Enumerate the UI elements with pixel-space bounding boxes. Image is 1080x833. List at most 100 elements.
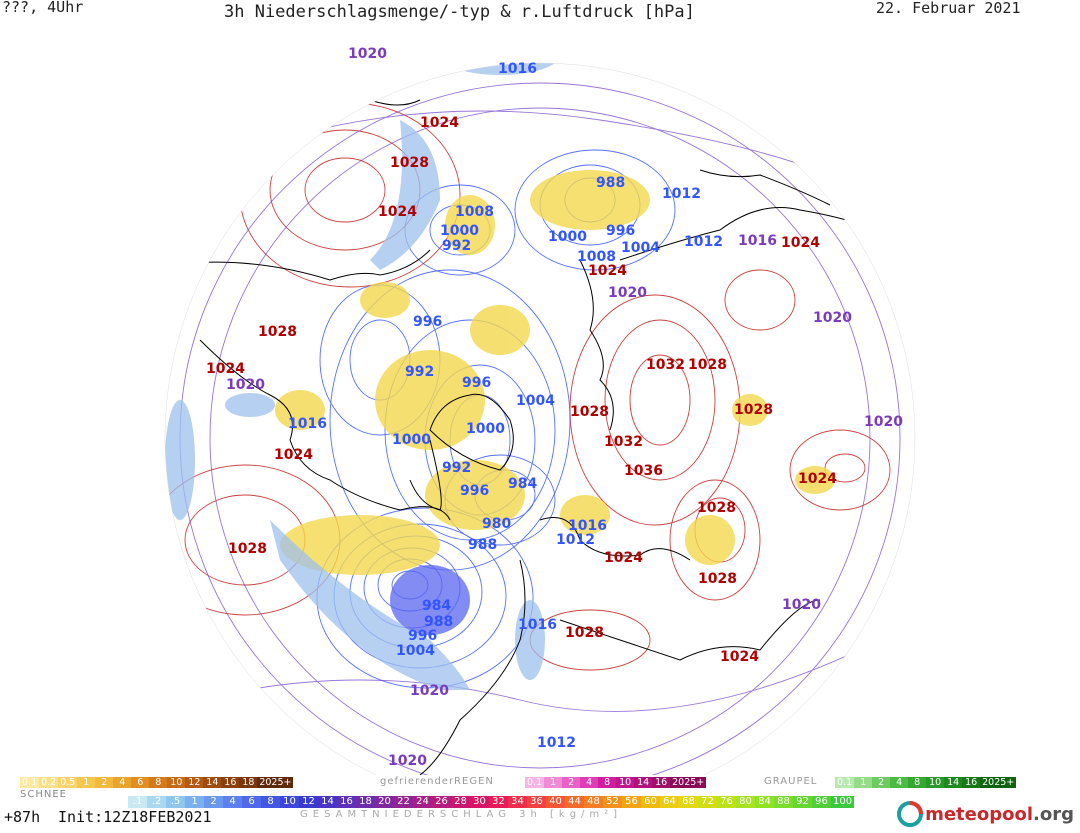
- isobar-label: 1012: [556, 532, 595, 548]
- legend-swatch: 100: [831, 796, 855, 808]
- forecast-step: +87h: [4, 808, 41, 826]
- isobar-label: 1028: [734, 402, 773, 418]
- legend-swatch: 2: [562, 777, 581, 788]
- isobar-label: 1028: [698, 571, 737, 587]
- isobar-label: 1020: [348, 46, 387, 62]
- legend-swatch: 32: [489, 796, 508, 808]
- isobar-label: 980: [482, 516, 511, 532]
- isobar-label: 1020: [388, 753, 427, 769]
- isobar-label: 996: [408, 628, 437, 644]
- legend-swatch: 18: [356, 796, 375, 808]
- legend-swatch: 52: [603, 796, 622, 808]
- isobar-label: 1008: [455, 204, 494, 220]
- map-date: 22. Februar 2021: [876, 0, 1021, 17]
- legend-swatch: 76: [717, 796, 736, 808]
- snow-legend-title: SCHNEE: [20, 789, 67, 800]
- isobar-label: 1032: [604, 434, 643, 450]
- legend-swatch: 6: [131, 777, 150, 788]
- legend-swatch: 84: [755, 796, 774, 808]
- isobar-label: 1000: [466, 421, 505, 437]
- isobar-label: 1028: [258, 324, 297, 340]
- legend-swatch: 10: [167, 777, 186, 788]
- legend-swatch: 0.5: [58, 777, 78, 788]
- legend-swatch: 64: [660, 796, 679, 808]
- legend-swatch: 8: [261, 796, 280, 808]
- isobar-label: 1028: [390, 155, 429, 171]
- legend-swatch: 16: [962, 777, 981, 788]
- legend-swatch: 0.1: [835, 777, 855, 788]
- isobar-label: 992: [405, 364, 434, 380]
- isobar-label: 1024: [378, 204, 417, 220]
- legend-swatch: 10: [280, 796, 299, 808]
- isobar-label: 988: [596, 175, 625, 191]
- freezing-rain-legend: 0.1 1 2 4 8 10 14 16 2025+: [525, 777, 707, 788]
- legend-swatch: 4: [113, 777, 132, 788]
- legend-swatch: 28: [451, 796, 470, 808]
- isobar-label: 1004: [516, 393, 555, 409]
- legend-swatch: 40: [546, 796, 565, 808]
- legend-swatch: 14: [944, 777, 963, 788]
- legend-swatch: 30: [470, 796, 489, 808]
- legend-swatch: 2: [872, 777, 891, 788]
- legend-swatch: 10: [926, 777, 945, 788]
- legend-swatch: 1: [544, 777, 563, 788]
- isobar-label: 1016: [568, 518, 607, 534]
- legend-swatch: 12: [299, 796, 318, 808]
- legend-swatch: .2: [147, 796, 166, 808]
- legend-swatch: 8: [149, 777, 168, 788]
- legend-swatch: 14: [203, 777, 222, 788]
- legend-swatch: 8: [908, 777, 927, 788]
- run-time-label: ???, 4Uhr: [2, 0, 84, 16]
- legend-swatch: 16: [337, 796, 356, 808]
- isobar-label: 1012: [684, 234, 723, 250]
- isobar-label: 984: [508, 476, 537, 492]
- polar-map: 1020 1016 1024 1028 1024 1008 1000 992 988 1012 99…: [164, 46, 916, 775]
- legend-swatch: 44: [565, 796, 584, 808]
- isobar-label: 1004: [396, 643, 435, 659]
- isobar-label: 1024: [420, 115, 459, 131]
- legend-swatch: 4: [580, 777, 599, 788]
- total-precip-legend: .1.2.5 1 2 4 6 8 10 12 14 16 18 20 22 24 26 28 30 32 34 36 4…: [128, 796, 855, 808]
- isobar-label: 1028: [688, 357, 727, 373]
- isobar-label: 1020: [608, 285, 647, 301]
- isobar-label: 1016: [498, 61, 537, 77]
- legend-swatch: 72: [698, 796, 717, 808]
- legend-swatch: 18: [239, 777, 258, 788]
- legend-swatch: 16: [221, 777, 240, 788]
- isobar-label: 1028: [228, 541, 267, 557]
- legend-swatch: 4: [890, 777, 909, 788]
- isobar-label: 1016: [518, 617, 557, 633]
- legend-swatch: 24: [413, 796, 432, 808]
- isobar-label: 1028: [570, 404, 609, 420]
- brand-name: meteopool: [925, 803, 1034, 825]
- isobar-label: 1028: [697, 500, 736, 516]
- brand-tld: .org: [1033, 803, 1074, 825]
- legend-swatch: 8: [598, 777, 617, 788]
- legend-swatch: 96: [812, 796, 831, 808]
- legend-swatch: 14: [634, 777, 653, 788]
- legend-swatch: 36: [527, 796, 546, 808]
- legend-swatch: 2025+: [980, 777, 1017, 788]
- total-precip-legend-title: GESAMTNIEDERSCHLAG 3h [kg/m²]: [300, 809, 623, 820]
- isobar-labels: 1020 1016 1024 1028 1024 1008 1000 992 988 1012 99…: [206, 46, 903, 769]
- legend-swatch: 20: [375, 796, 394, 808]
- isobar-label: 1004: [621, 240, 660, 256]
- isobar-label: 1020: [226, 377, 265, 393]
- isobar-label: 1012: [537, 735, 576, 751]
- precip-rain: [165, 63, 560, 690]
- isobar-label: 1000: [440, 223, 479, 239]
- legend-swatch: 22: [394, 796, 413, 808]
- precip-snow: [275, 170, 835, 575]
- isobar-label: 1020: [813, 310, 852, 326]
- init-time: Init:12Z18FEB2021: [58, 808, 212, 826]
- isobar-label: 1024: [604, 550, 643, 566]
- meteopool-logo: meteopool .org: [897, 801, 1074, 827]
- legend-swatch: .1: [128, 796, 147, 808]
- legend-swatch: 1: [77, 777, 96, 788]
- legend-swatch: 80: [736, 796, 755, 808]
- map-title: 3h Niederschlagsmenge/-typ & r.Luftdruck…: [224, 2, 695, 22]
- graupel-legend-title: GRAUPEL: [764, 776, 818, 787]
- legend-swatch: 0.1: [20, 777, 40, 788]
- isobar-label: 988: [468, 537, 497, 553]
- isobar-label: 992: [442, 460, 471, 476]
